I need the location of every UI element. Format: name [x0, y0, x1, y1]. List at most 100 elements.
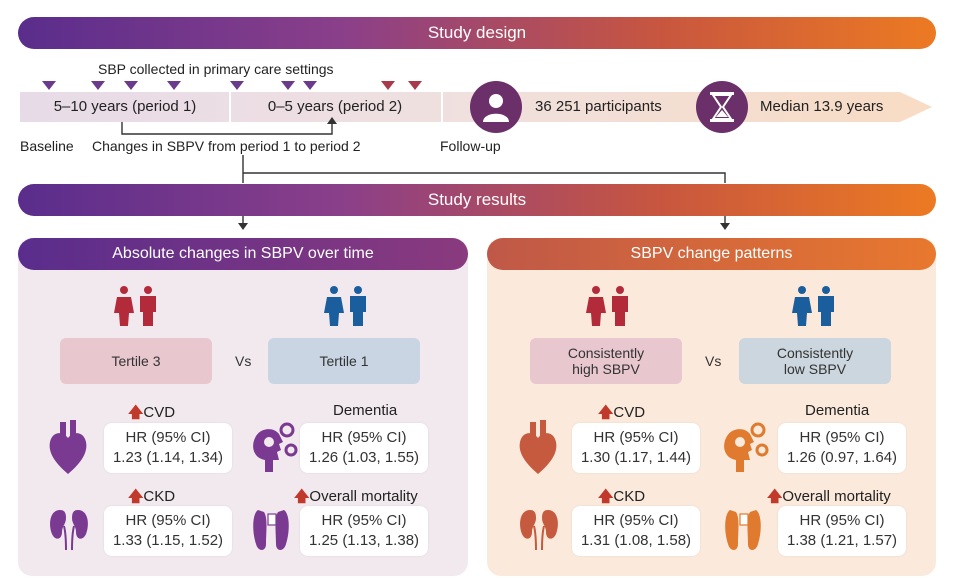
hr-value: 1.26 (1.03, 1.55) [308, 449, 420, 466]
hr-value: 1.30 (1.17, 1.44) [580, 449, 692, 466]
outcome-name: Dementia [333, 402, 398, 419]
female-male-icon [792, 286, 834, 326]
followup-label: Follow-up [440, 138, 501, 154]
kidneys-icon [520, 510, 558, 550]
down-triangle-icon [42, 81, 56, 90]
brain-gears-icon [253, 422, 298, 472]
hr-box: HR (95% CI) 1.31 (1.08, 1.58) [572, 506, 700, 556]
female-male-icon [114, 286, 156, 326]
down-triangle-icon [230, 81, 244, 90]
tertile-3-label: Tertile 3 [111, 352, 161, 369]
outcome-name: CKD [613, 488, 646, 505]
hr-label: HR (95% CI) [593, 511, 679, 529]
outcome-name: Overall mortality [782, 488, 891, 505]
right-panel-title: SBPV change patterns [630, 245, 793, 262]
study-results-banner: Study results [18, 184, 936, 216]
hr-box: HR (95% CI) 1.26 (0.97, 1.64) [778, 423, 906, 473]
feet-tag-icon [725, 510, 761, 550]
left-panel-header: Absolute changes in SBPV over time [18, 238, 468, 270]
changes-bracket [121, 117, 337, 135]
group-b-line1: Consistently [776, 344, 854, 361]
group-b-line2: low SBPV [783, 361, 847, 377]
outcome-name: CVD [613, 404, 646, 421]
hourglass-icon [696, 81, 748, 133]
sbp-note: SBP collected in primary care settings [98, 61, 334, 77]
outcome-name: Dementia [805, 402, 870, 419]
group-a-line1: Consistently [567, 344, 645, 361]
down-triangle-icon [124, 81, 138, 90]
hr-box: HR (95% CI) 1.38 (1.21, 1.57) [778, 506, 906, 556]
outcome-dementia: Dementia [805, 402, 869, 419]
hr-label: HR (95% CI) [321, 511, 407, 529]
baseline-label: Baseline [20, 138, 74, 154]
outcome-name: CKD [143, 488, 176, 505]
hr-label: HR (95% CI) [125, 428, 211, 446]
consistently-high-box: Consistently high SBPV [530, 338, 682, 384]
period-1-label: 5–10 years (period 1) [53, 97, 197, 115]
up-arrow-icon: 🡅 [598, 404, 614, 421]
period-2: 0–5 years (period 2) [232, 92, 438, 120]
hr-value: 1.25 (1.13, 1.38) [308, 532, 420, 549]
hr-label: HR (95% CI) [799, 428, 885, 446]
period-1: 5–10 years (period 1) [22, 92, 228, 120]
hr-value: 1.31 (1.08, 1.58) [580, 532, 692, 549]
feet-tag-icon [253, 510, 289, 550]
hr-value: 1.38 (1.21, 1.57) [786, 532, 898, 549]
down-triangle-icon [408, 81, 422, 90]
participants-label: 36 251 participants [535, 98, 662, 115]
up-arrow-icon: 🡅 [598, 488, 614, 505]
outcome-ckd: 🡅CKD [128, 486, 175, 511]
outcome-dementia: Dementia [333, 402, 397, 419]
female-male-icon [586, 286, 628, 326]
hr-box: HR (95% CI) 1.33 (1.15, 1.52) [104, 506, 232, 556]
left-panel-title: Absolute changes in SBPV over time [112, 245, 374, 262]
tertile-1-label: Tertile 1 [319, 352, 369, 369]
outcome-name: CVD [143, 404, 176, 421]
study-design-banner: Study design [18, 17, 936, 49]
heart-icon [49, 420, 87, 474]
brain-gears-icon [724, 422, 769, 472]
hr-box: HR (95% CI) 1.26 (1.03, 1.55) [300, 423, 428, 473]
hr-value: 1.23 (1.14, 1.34) [112, 449, 224, 466]
heart-icon [519, 420, 557, 474]
tertile-1-box: Tertile 1 [268, 338, 420, 384]
study-design-title: Study design [427, 23, 527, 42]
down-triangle-icon [381, 81, 395, 90]
right-panel-header: SBPV change patterns [487, 238, 936, 270]
median-label: Median 13.9 years [760, 98, 884, 115]
hr-box: HR (95% CI) 1.30 (1.17, 1.44) [572, 423, 700, 473]
vs-label: Vs [705, 353, 722, 369]
down-triangle-icon [281, 81, 295, 90]
hr-label: HR (95% CI) [799, 511, 885, 529]
up-arrow-icon: 🡅 [128, 488, 144, 505]
hr-value: 1.33 (1.15, 1.52) [112, 532, 224, 549]
outcome-cvd: 🡅CVD [598, 402, 645, 427]
up-arrow-icon: 🡅 [767, 488, 783, 505]
tertile-3-box: Tertile 3 [60, 338, 212, 384]
outcome-mortality: 🡅Overall mortality [294, 486, 418, 511]
outcome-cvd: 🡅CVD [128, 402, 175, 427]
down-triangle-icon [167, 81, 181, 90]
female-male-icon [324, 286, 366, 326]
kidneys-icon [50, 510, 88, 550]
outcome-mortality: 🡅Overall mortality [767, 486, 891, 511]
hr-label: HR (95% CI) [321, 428, 407, 446]
hr-label: HR (95% CI) [125, 511, 211, 529]
hr-box: HR (95% CI) 1.23 (1.14, 1.34) [104, 423, 232, 473]
period-2-label: 0–5 years (period 2) [267, 97, 403, 115]
hr-value: 1.26 (0.97, 1.64) [786, 449, 898, 466]
hr-box: HR (95% CI) 1.25 (1.13, 1.38) [300, 506, 428, 556]
study-results-title: Study results [427, 190, 527, 209]
down-triangle-icon [91, 81, 105, 90]
connector-lines [238, 155, 730, 230]
hr-label: HR (95% CI) [593, 428, 679, 446]
up-arrow-icon: 🡅 [294, 488, 310, 505]
outcome-name: Overall mortality [309, 488, 418, 505]
up-arrow-icon: 🡅 [128, 404, 144, 421]
changes-label: Changes in SBPV from period 1 to period … [92, 138, 361, 154]
person-icon [470, 81, 522, 133]
outcome-ckd: 🡅CKD [598, 486, 645, 511]
consistently-low-box: Consistently low SBPV [739, 338, 891, 384]
vs-label: Vs [235, 353, 252, 369]
down-triangle-icon [303, 81, 317, 90]
